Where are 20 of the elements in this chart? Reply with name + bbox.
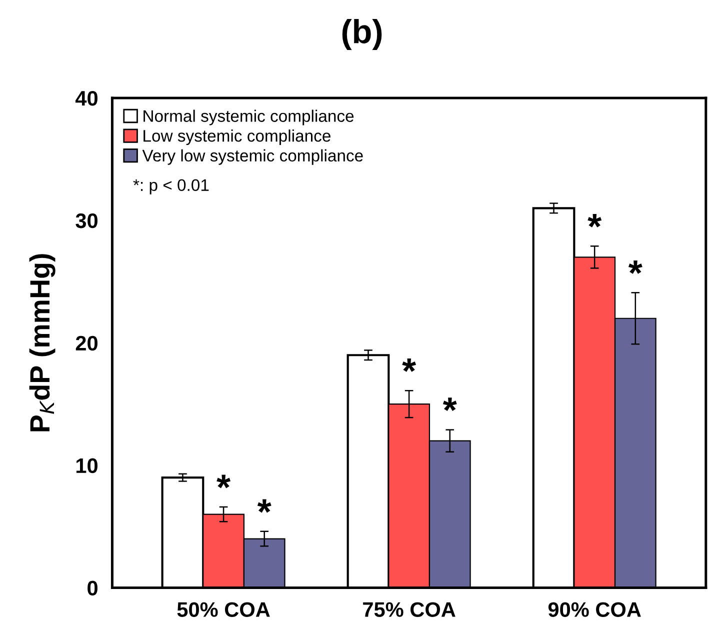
data-label: * <box>442 398 457 412</box>
data-label: * <box>257 499 272 513</box>
legend-label: Low systemic compliance <box>144 130 330 146</box>
data-label: * <box>628 260 642 274</box>
data-label: * <box>402 358 416 372</box>
x-tick-label: 50% COA <box>177 602 270 617</box>
x-tick-label: 90% COA <box>548 602 641 617</box>
data-label: * <box>588 214 602 228</box>
y-axis-title: P$_{K}$dP (mmHg) <box>29 254 56 432</box>
annotation: *: p < 0.01 <box>133 179 209 194</box>
data-label: * <box>216 474 231 488</box>
x-tick-label: 75% COA <box>363 602 456 617</box>
legend-label: Normal systemic compliance <box>144 110 354 126</box>
legend-label: Very low systemic compliance <box>142 149 363 165</box>
y-tick-label: 40 <box>75 90 98 106</box>
y-tick-label: 0 <box>88 580 98 596</box>
y-tick-label: 20 <box>76 336 98 351</box>
y-tick-label: 10 <box>76 458 98 474</box>
y-tick-label: 30 <box>76 213 98 228</box>
chart-title: (b) <box>342 18 382 50</box>
